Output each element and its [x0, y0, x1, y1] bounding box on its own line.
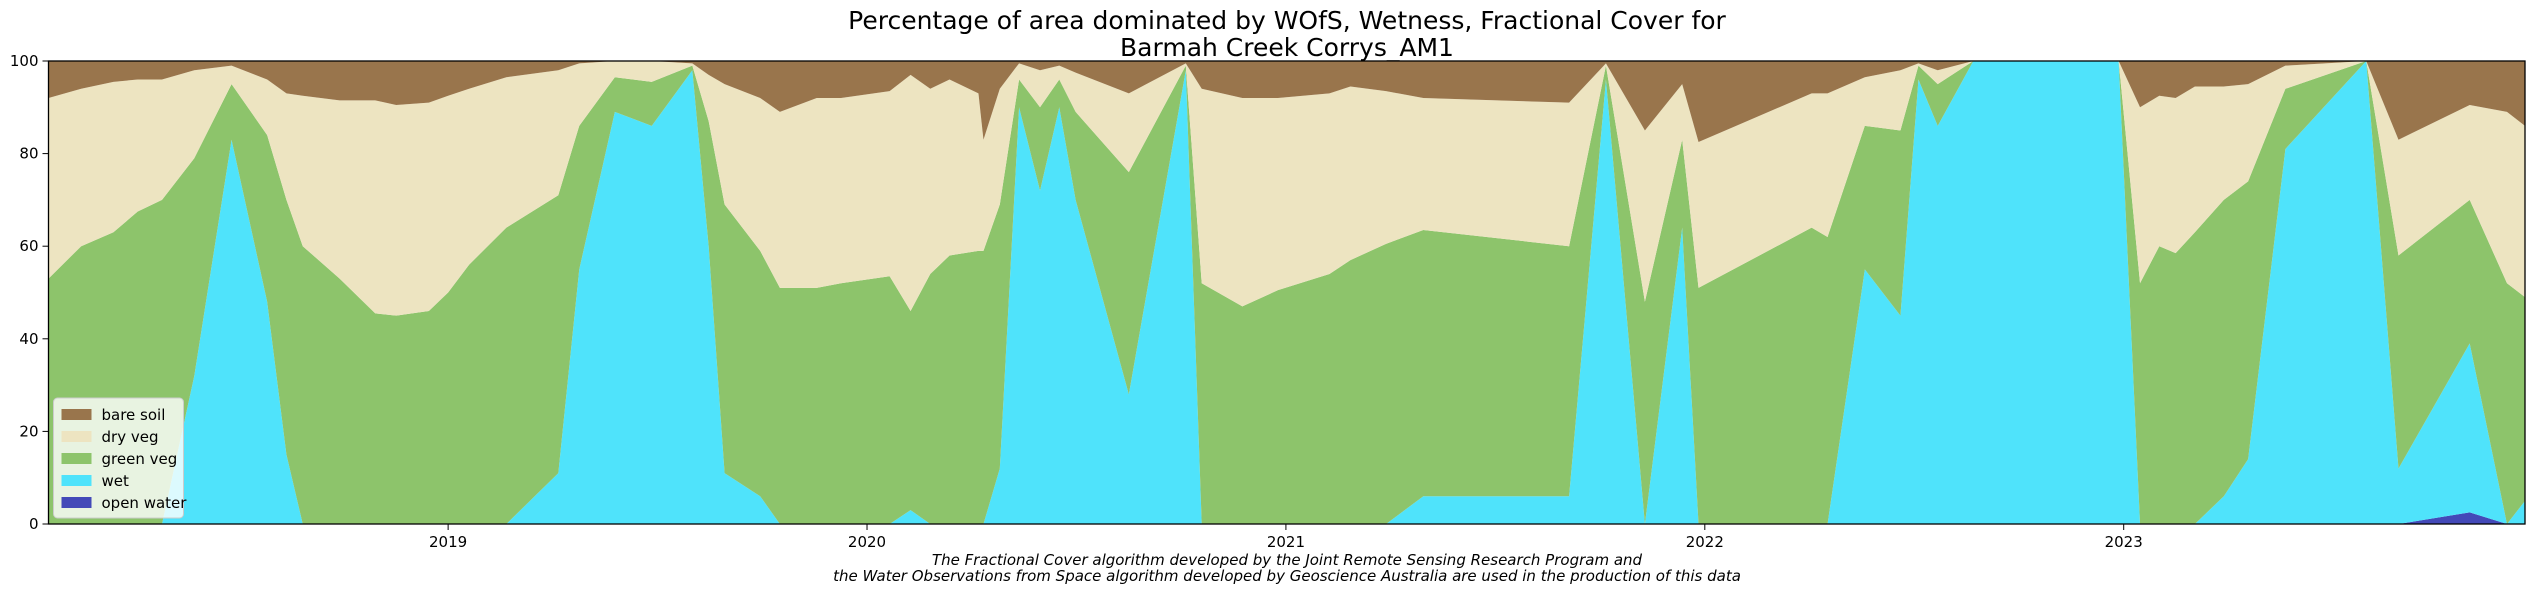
x-tick-label: 2023 — [2105, 533, 2143, 551]
legend-swatch — [61, 431, 92, 442]
legend-label: green veg — [102, 450, 178, 468]
legend-label: dry veg — [102, 428, 159, 446]
footnote: The Fractional Cover algorithm developed… — [932, 551, 1643, 569]
plot-frame — [47, 60, 2526, 525]
y-tick-label: 20 — [19, 422, 38, 440]
legend-label: open water — [102, 494, 188, 512]
y-tick-label: 80 — [19, 145, 38, 163]
footnote: the Water Observations from Space algori… — [833, 567, 1741, 585]
y-tick-label: 40 — [19, 330, 38, 348]
legend-box — [53, 397, 184, 519]
legend-swatch — [61, 475, 92, 486]
y-tick-label: 0 — [29, 515, 39, 533]
chart-title: Barmah Creek Corrys_AM1 — [1120, 33, 1454, 62]
x-tick-label: 2022 — [1686, 533, 1724, 551]
area — [48, 61, 2525, 316]
x-tick-label: 2020 — [848, 533, 886, 551]
legend-swatch — [61, 497, 92, 508]
chart-title: Percentage of area dominated by WOfS, We… — [848, 6, 1726, 35]
y-tick-label: 60 — [19, 237, 38, 255]
x-tick-label: 2019 — [429, 533, 467, 551]
area — [48, 61, 2525, 524]
area — [48, 61, 2525, 524]
y-tick-label: 100 — [10, 52, 39, 70]
legend-swatch — [61, 453, 92, 464]
legend-swatch — [61, 409, 92, 420]
legend-label: wet — [102, 472, 129, 490]
legend-label: bare soil — [102, 406, 166, 424]
x-tick-label: 2021 — [1267, 533, 1305, 551]
legend: bare soil dry veg green veg wet open water — [53, 397, 188, 519]
area — [48, 61, 2525, 143]
